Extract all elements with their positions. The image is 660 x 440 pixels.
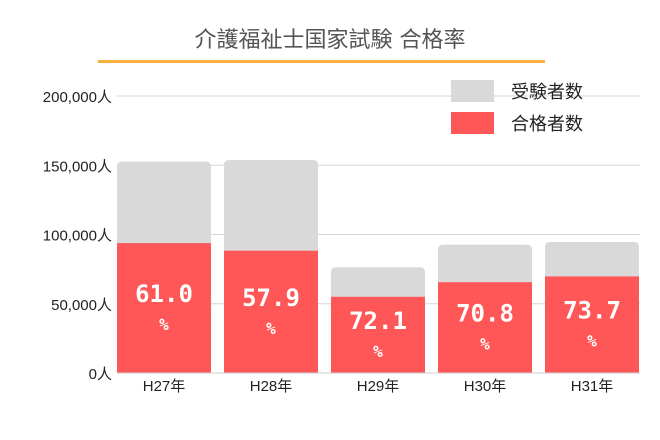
y-tick-label: 150,000人 [43,158,112,175]
x-tick-label: H28年 [250,378,293,395]
title-underline [98,60,545,63]
x-tick-label: H31年 [571,378,614,395]
y-tick-label: 50,000人 [51,297,112,314]
pass-rate-unit: % [587,332,597,351]
pass-rate-label: 73.7 [563,297,621,325]
legend-swatch [451,112,494,134]
pass-rate-unit: % [159,315,169,334]
bar-passers [331,296,425,373]
legend-swatch [451,80,494,102]
legend-label: 受験者数 [511,82,583,103]
x-tick-label: H27年 [143,378,186,395]
y-tick-label: 0人 [89,366,112,383]
pass-rate-unit: % [266,319,276,338]
bar-passers [438,282,532,373]
y-tick-label: 100,000人 [43,228,112,245]
pass-rate-label: 70.8 [456,300,514,328]
bar-passers [224,250,318,373]
chart-title: 介護福祉士国家試験 合格率 [194,28,466,53]
legend-label: 合格者数 [511,114,583,135]
pass-rate-label: 57.9 [242,284,300,312]
pass-rate-unit: % [480,335,490,354]
pass-rate-label: 72.1 [349,307,407,335]
x-tick-label: H29年 [357,378,400,395]
bar-passers [545,276,639,373]
x-tick-label: H30年 [464,378,507,395]
pass-rate-label: 61.0 [135,280,193,308]
pass-rate-unit: % [373,342,383,361]
bar-passers [117,243,211,373]
y-tick-label: 200,000人 [43,89,112,106]
